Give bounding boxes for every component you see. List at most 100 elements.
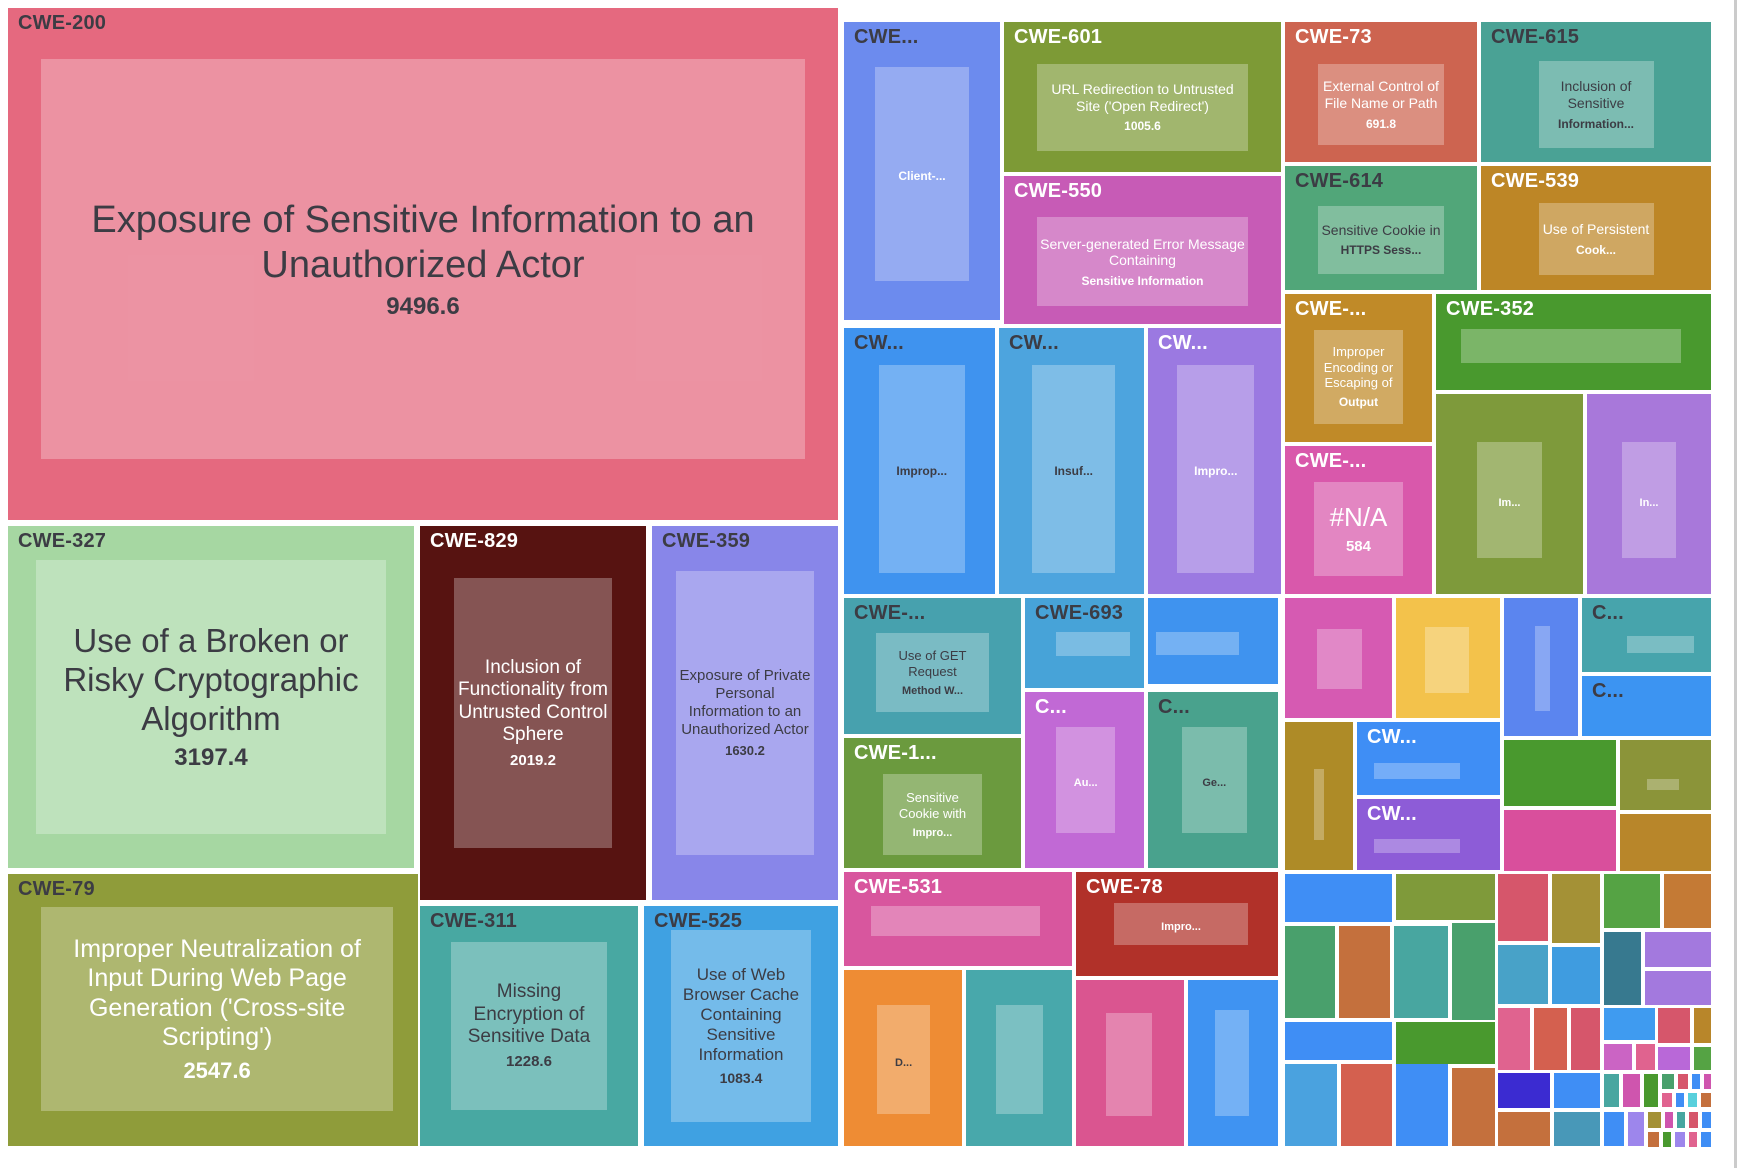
treemap-mosaic-cell[interactable] (1285, 874, 1392, 922)
treemap-cell-cwe-73[interactable]: CWE-73 External Control of File Name or P… (1285, 22, 1477, 162)
treemap-cell-cw[interactable]: CW... (1357, 722, 1500, 795)
treemap-mosaic-cell[interactable] (1604, 1074, 1619, 1107)
treemap-mosaic-cell[interactable] (1636, 1044, 1655, 1070)
treemap-mosaic-cell[interactable] (1339, 926, 1390, 1018)
treemap-mosaic-cell[interactable] (1677, 1112, 1685, 1128)
treemap-mosaic-cell[interactable] (1623, 1074, 1640, 1107)
treemap-cell[interactable] (1396, 598, 1500, 718)
treemap-cell-cwe-601[interactable]: CWE-601 URL Redirection to Untrusted Site… (1004, 22, 1281, 172)
treemap-cell-cwe-200[interactable]: CWE-200 Exposure of Sensitive Information… (8, 8, 838, 520)
treemap-mosaic-cell[interactable] (1498, 874, 1548, 941)
treemap-mosaic-cell[interactable] (1662, 1074, 1674, 1089)
treemap-cell-cwe[interactable]: CWE-... Use of GET Request Method W... (844, 598, 1021, 734)
treemap-mosaic-cell[interactable] (1285, 1022, 1392, 1060)
treemap-cell-cw[interactable]: CW... Improp... (844, 328, 995, 594)
treemap-mosaic-cell[interactable] (1285, 926, 1335, 1018)
treemap-cell-cwe-531[interactable]: CWE-531 (844, 872, 1072, 966)
treemap-mosaic-cell[interactable] (1665, 1112, 1673, 1128)
treemap-mosaic-cell[interactable] (1662, 1093, 1672, 1107)
treemap-cell[interactable]: D... (844, 970, 962, 1146)
treemap-mosaic-cell[interactable] (1552, 947, 1600, 1004)
treemap-cell[interactable] (1504, 810, 1616, 871)
treemap-cell-cwe-79[interactable]: CWE-79 Improper Neutralization of Input D… (8, 874, 418, 1146)
treemap-cell[interactable] (1504, 598, 1578, 736)
treemap-mosaic-cell[interactable] (1701, 1093, 1711, 1107)
treemap-cell-cwe-359[interactable]: CWE-359 Exposure of Private Personal Info… (652, 526, 838, 900)
treemap-mosaic-cell[interactable] (1692, 1074, 1700, 1089)
treemap-mosaic-cell[interactable] (1648, 1132, 1659, 1147)
treemap-cell[interactable] (1148, 598, 1278, 684)
treemap-cell-cw[interactable]: CW... Insuf... (999, 328, 1144, 594)
treemap-cell-c[interactable]: C... Ge... (1148, 692, 1278, 868)
treemap-mosaic-cell[interactable] (1658, 1047, 1690, 1070)
treemap-mosaic-cell[interactable] (1554, 1073, 1600, 1108)
treemap-mosaic-cell[interactable] (1663, 1132, 1671, 1147)
treemap-mosaic-cell[interactable] (1678, 1074, 1688, 1089)
treemap-mosaic-cell[interactable] (1396, 1022, 1495, 1064)
treemap-mosaic-cell[interactable] (1644, 1074, 1658, 1107)
treemap-cell[interactable] (966, 970, 1072, 1146)
treemap-mosaic-cell[interactable] (1702, 1112, 1711, 1128)
treemap-cell-cwe-615[interactable]: CWE-615 Inclusion of Sensitive Information… (1481, 22, 1711, 162)
treemap-cell[interactable] (1188, 980, 1278, 1146)
treemap-mosaic-cell[interactable] (1694, 1008, 1711, 1043)
treemap-cell-cwe[interactable]: CWE... Client-... (844, 22, 1000, 320)
treemap-cell[interactable] (1285, 722, 1353, 870)
treemap-cell[interactable] (1620, 740, 1711, 810)
treemap-cell-c[interactable]: C... Au... (1025, 692, 1144, 868)
treemap-mosaic-cell[interactable] (1704, 1074, 1711, 1089)
treemap-mosaic-cell[interactable] (1452, 1068, 1495, 1146)
treemap-cell-cwe-1[interactable]: CWE-1... Sensitive Cookie with Impro... (844, 738, 1021, 868)
treemap-cell[interactable] (1285, 598, 1392, 718)
treemap-mosaic-cell[interactable] (1604, 874, 1660, 928)
treemap-mosaic-cell[interactable] (1498, 1112, 1550, 1146)
treemap-mosaic-cell[interactable] (1645, 932, 1711, 967)
treemap-cell[interactable]: Im... (1436, 394, 1583, 594)
treemap-cell-cwe-78[interactable]: CWE-78 Impro... (1076, 872, 1278, 976)
treemap-mosaic-cell[interactable] (1498, 945, 1548, 1004)
treemap-mosaic-cell[interactable] (1394, 926, 1448, 1018)
treemap-mosaic-cell[interactable] (1628, 1112, 1644, 1146)
treemap-mosaic-cell[interactable] (1648, 1112, 1661, 1128)
treemap-cell-cw[interactable]: CW... (1357, 799, 1500, 870)
treemap-mosaic-cell[interactable] (1604, 1044, 1632, 1070)
treemap-mosaic-cell[interactable] (1688, 1093, 1697, 1107)
treemap-cell-cwe-614[interactable]: CWE-614 Sensitive Cookie in HTTPS Sess... (1285, 166, 1477, 290)
treemap-mosaic-cell[interactable] (1694, 1047, 1711, 1070)
treemap-cell-c[interactable]: C... (1582, 598, 1711, 672)
treemap-mosaic-cell[interactable] (1604, 932, 1641, 1005)
treemap-cell-cwe-352[interactable]: CWE-352 (1436, 294, 1711, 390)
treemap-mosaic-cell[interactable] (1664, 874, 1711, 928)
treemap-mosaic-cell[interactable] (1689, 1132, 1697, 1147)
treemap-cell-cwe-525[interactable]: CWE-525 Use of Web Browser Cache Containi… (644, 906, 838, 1146)
treemap-cell[interactable]: In... (1587, 394, 1711, 594)
treemap-cell-cwe-829[interactable]: CWE-829 Inclusion of Functionality from U… (420, 526, 646, 900)
treemap-mosaic-cell[interactable] (1341, 1064, 1392, 1146)
treemap-mosaic-cell[interactable] (1675, 1132, 1685, 1147)
treemap-cell-cwe-693[interactable]: CWE-693 (1025, 598, 1144, 688)
treemap-mosaic-cell[interactable] (1676, 1093, 1684, 1107)
treemap-mosaic-cell[interactable] (1396, 874, 1495, 920)
treemap-cell-cwe-550[interactable]: CWE-550 Server-generated Error Message Co… (1004, 176, 1281, 324)
treemap-mosaic-cell[interactable] (1658, 1008, 1690, 1043)
treemap-mosaic-cell[interactable] (1452, 923, 1495, 1020)
treemap-cell-cwe[interactable]: CWE-... #N/A 584 (1285, 446, 1432, 594)
treemap-mosaic-cell[interactable] (1571, 1008, 1600, 1070)
treemap-mosaic-cell[interactable] (1396, 1064, 1448, 1146)
treemap-mosaic-cell[interactable] (1534, 1008, 1567, 1070)
treemap-cell-cwe[interactable]: CWE-... Improper Encoding or Escaping of O… (1285, 294, 1432, 442)
treemap-cell[interactable] (1504, 740, 1616, 806)
treemap-mosaic-cell[interactable] (1689, 1112, 1698, 1128)
treemap-cell-cw[interactable]: CW... Impro... (1148, 328, 1281, 594)
treemap-mosaic-cell[interactable] (1701, 1132, 1711, 1147)
treemap-mosaic-cell[interactable] (1498, 1008, 1530, 1070)
treemap-cell-c[interactable]: C... (1582, 676, 1711, 736)
treemap-cell[interactable] (1620, 814, 1711, 871)
treemap-mosaic-cell[interactable] (1285, 1064, 1337, 1146)
treemap-mosaic-cell[interactable] (1498, 1073, 1550, 1108)
treemap-cell-cwe-327[interactable]: CWE-327 Use of a Broken or Risky Cryptogr… (8, 526, 414, 868)
treemap-mosaic-cell[interactable] (1552, 874, 1600, 943)
treemap-cell-cwe-539[interactable]: CWE-539 Use of Persistent Cook... (1481, 166, 1711, 290)
treemap-cell[interactable] (1076, 980, 1184, 1146)
treemap-mosaic-cell[interactable] (1604, 1008, 1655, 1040)
